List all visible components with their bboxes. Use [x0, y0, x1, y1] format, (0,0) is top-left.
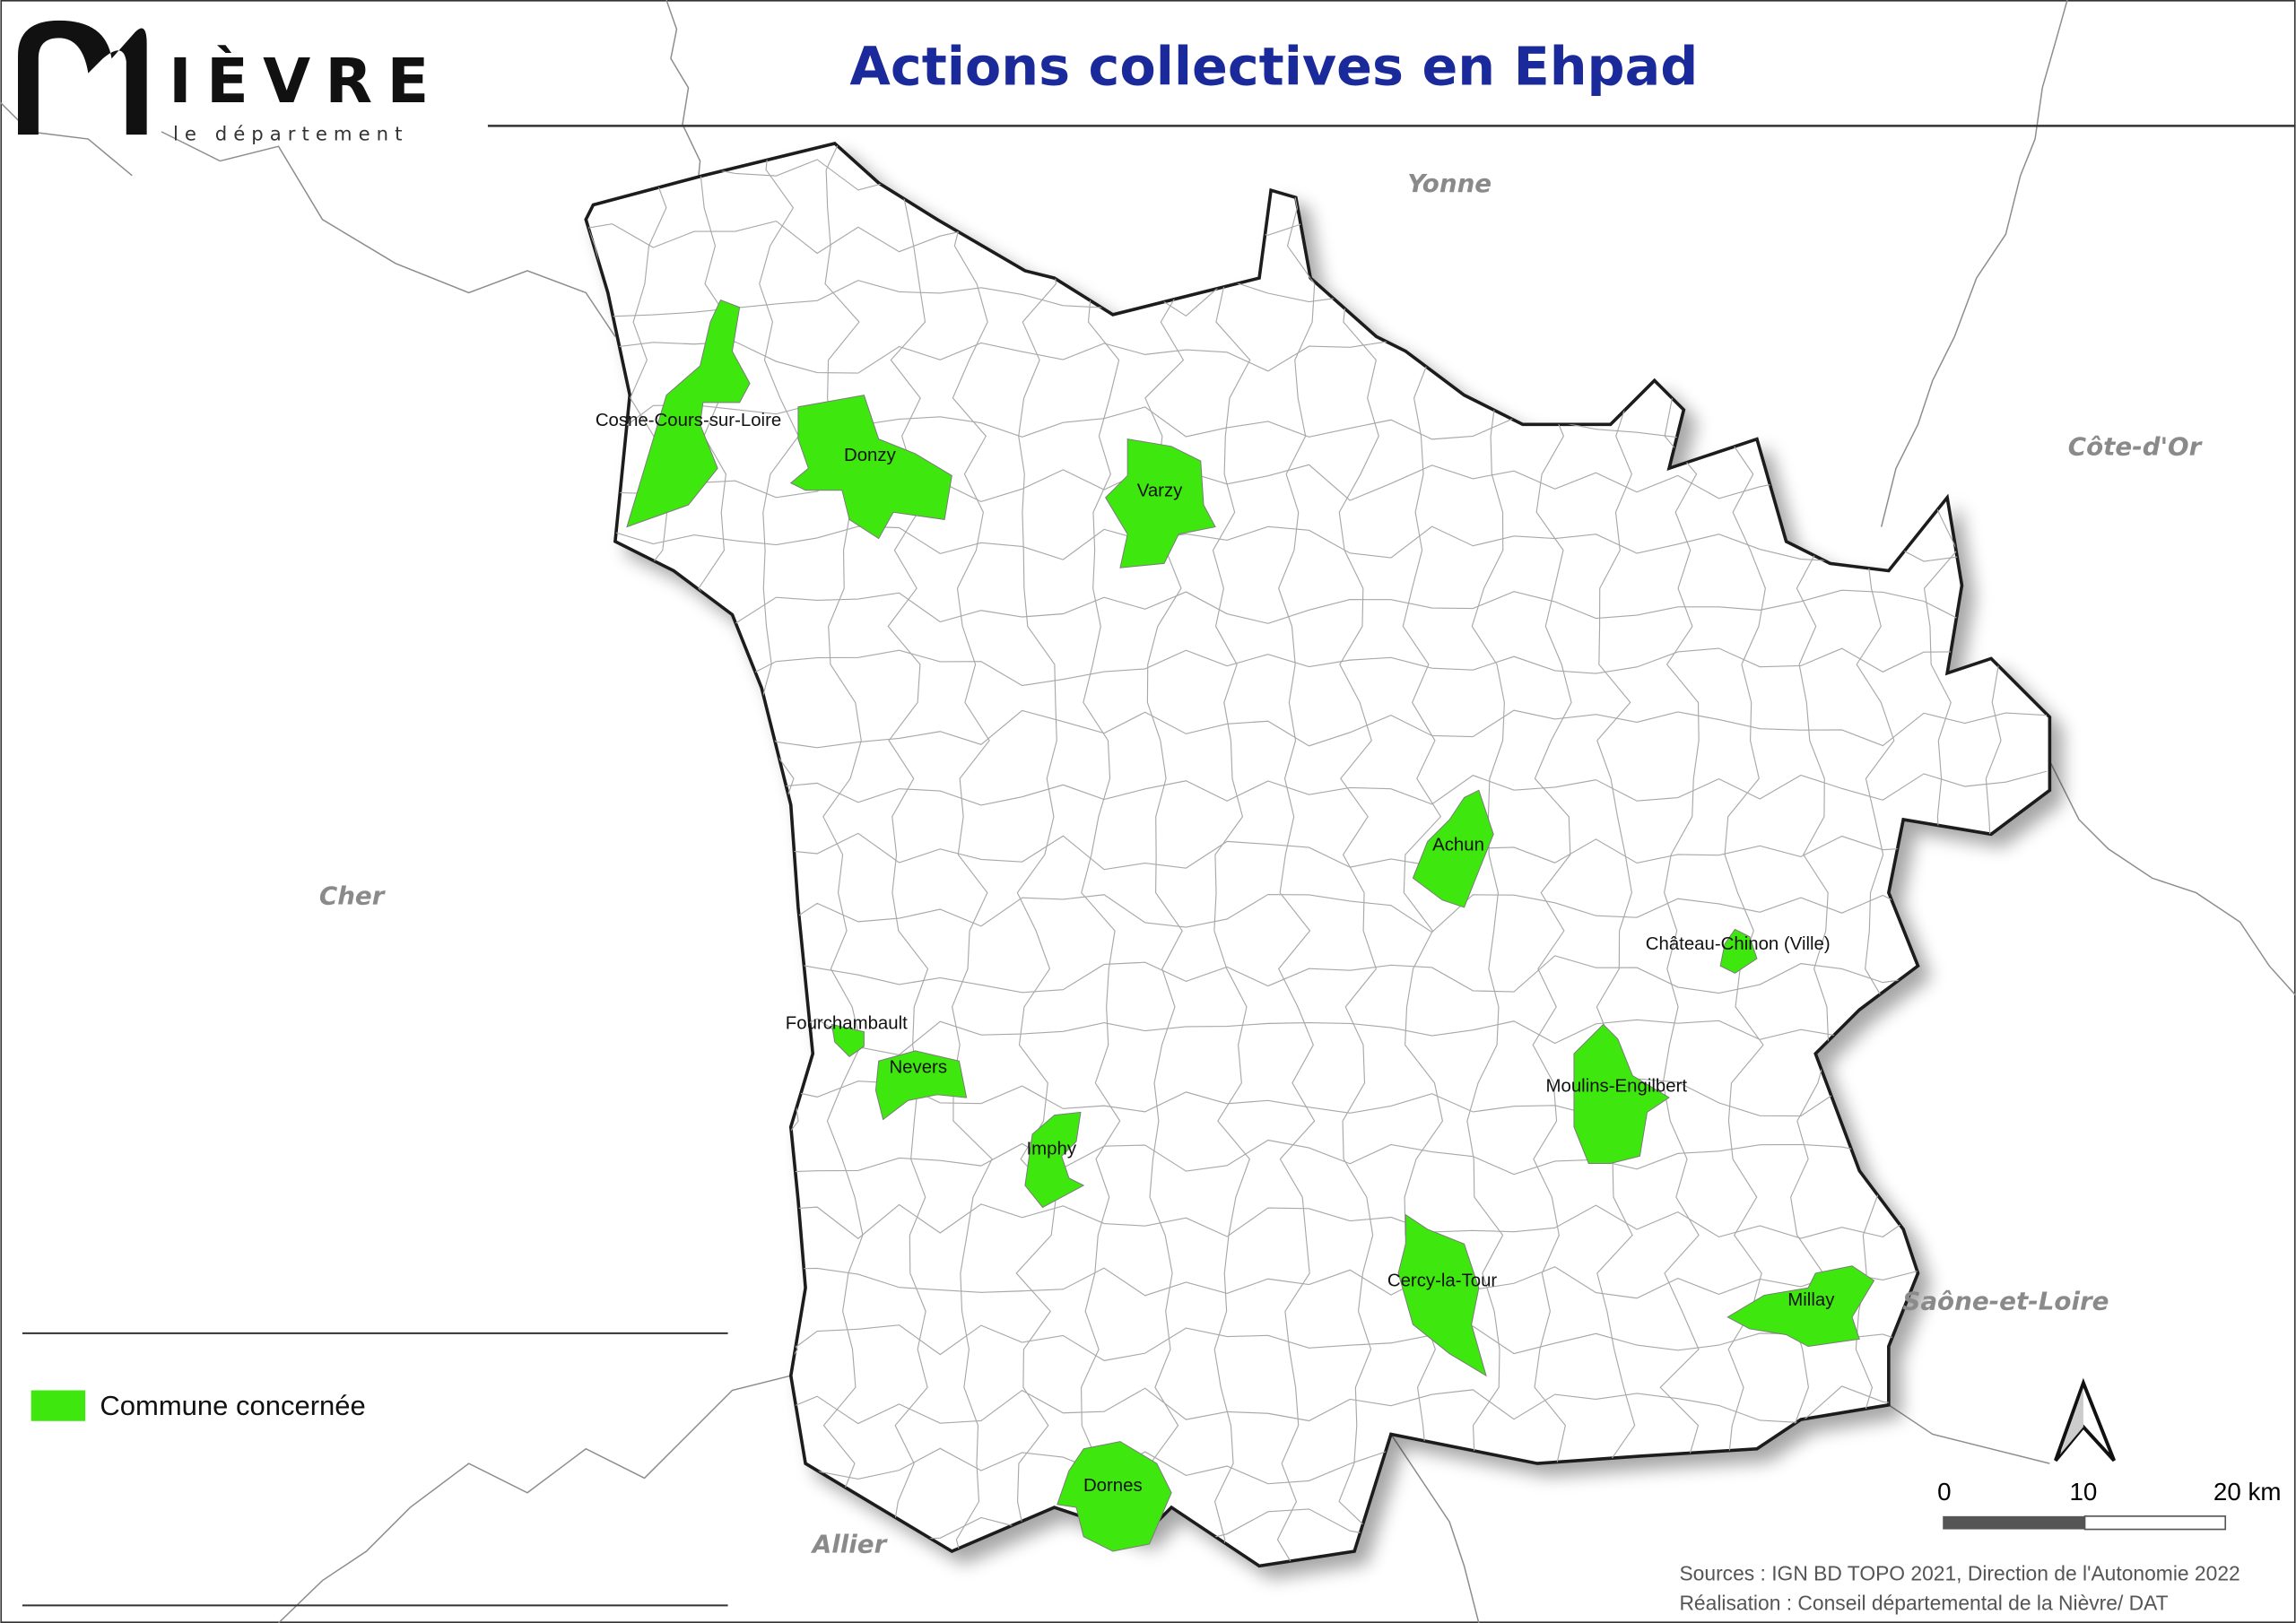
credits-realisation: Réalisation : Conseil départemental de l…: [1679, 1591, 2168, 1614]
north-arrow-icon: [2054, 1377, 2117, 1462]
legend-swatch: [30, 1390, 86, 1421]
commune-boundary-line: [952, 143, 993, 1567]
commune-boundary-line: [1144, 143, 1187, 1567]
commune-labels: Cosne-Cours-sur-Loire Donzy Varzy Achun …: [596, 411, 1835, 1496]
commune-boundary-line: [586, 1078, 2048, 1117]
label-cercy-la-tour: Cercy-la-Tour: [1387, 1271, 1498, 1291]
commune-moulins-engilbert[interactable]: [1573, 1023, 1670, 1165]
commune-dornes[interactable]: [1057, 1441, 1172, 1552]
logo-wordmark: IÈVRE: [169, 44, 444, 117]
label-chateau-chinon: Château-Chinon (Ville): [1646, 934, 1831, 954]
legend-label: Commune concernée: [100, 1390, 365, 1421]
scale-label-20: 20 km: [2213, 1478, 2282, 1506]
logo-subtitle: le département: [173, 124, 408, 146]
commune-achun[interactable]: [1412, 789, 1494, 908]
label-achun: Achun: [1432, 835, 1484, 855]
commune-boundary-line: [586, 525, 2048, 562]
scale-label-0: 0: [1937, 1478, 1951, 1506]
commune-boundary-line: [887, 143, 929, 1567]
commune-cercy-la-tour[interactable]: [1397, 1213, 1487, 1377]
commune-boundary-line: [586, 709, 2048, 749]
commune-boundary-line: [586, 893, 2048, 933]
commune-boundary-line: [586, 1266, 2048, 1299]
label-moulins-engilbert: Moulins-Engilbert: [1546, 1077, 1688, 1097]
commune-boundary-line: [586, 832, 2048, 871]
commune-boundary-line: [1015, 143, 1057, 1567]
commune-millay[interactable]: [1726, 1265, 1875, 1348]
region-label-cher: Cher: [319, 881, 387, 911]
commune-fourchambault[interactable]: [831, 1023, 865, 1058]
commune-boundary-line: [586, 1018, 2048, 1055]
commune-boundary-line: [586, 770, 2048, 806]
commune-chateau-chinon[interactable]: [1719, 928, 1758, 974]
label-fourchambault: Fourchambault: [786, 1013, 908, 1033]
commune-imphy[interactable]: [1024, 1111, 1085, 1209]
highlighted-communes: [626, 299, 1875, 1552]
region-label-allier: Allier: [811, 1530, 889, 1559]
commune-cosne-cours-sur-loire[interactable]: [626, 299, 751, 528]
scale-segment-dark: [1943, 1515, 2085, 1530]
logo-n-glyph: [18, 20, 147, 135]
label-imphy: Imphy: [1027, 1140, 1077, 1159]
label-millay: Millay: [1787, 1290, 1835, 1310]
credits-sources: Sources : IGN BD TOPO 2021, Direction de…: [1679, 1562, 2239, 1585]
commune-boundary-line: [1276, 143, 1316, 1567]
scale-label-10: 10: [2069, 1478, 2097, 1506]
map-title: Actions collectives en Ehpad: [849, 36, 1698, 98]
label-nevers: Nevers: [889, 1057, 947, 1077]
commune-boundary-line: [586, 647, 2048, 687]
label-dornes: Dornes: [1083, 1476, 1143, 1496]
scale-segment-light: [2083, 1515, 2227, 1531]
label-donzy: Donzy: [844, 446, 897, 465]
commune-boundary-line: [1080, 143, 1121, 1567]
scale-bar: 0 10 20 km: [1937, 1478, 2282, 1531]
region-label-cote-dor: Côte-d'Or: [2068, 432, 2204, 462]
commune-boundary-line: [1338, 143, 1380, 1567]
commune-boundary-line: [586, 1202, 2048, 1239]
label-varzy: Varzy: [1137, 481, 1183, 500]
commune-boundary-line: [822, 143, 864, 1567]
commune-donzy[interactable]: [789, 395, 952, 540]
commune-boundary-line: [1212, 143, 1251, 1567]
label-cosne: Cosne-Cours-sur-Loire: [596, 411, 781, 430]
region-label-saone-et-loire: Saône-et-Loire: [1902, 1287, 2109, 1316]
region-label-yonne: Yonne: [1407, 169, 1492, 198]
commune-varzy[interactable]: [1105, 438, 1216, 568]
commune-boundary-line: [586, 589, 2048, 625]
commune-nevers[interactable]: [874, 1050, 968, 1121]
commune-boundary-line: [586, 955, 2048, 994]
nievre-logo: IÈVRE le département: [18, 20, 444, 146]
commune-boundary-line: [586, 1139, 2048, 1176]
